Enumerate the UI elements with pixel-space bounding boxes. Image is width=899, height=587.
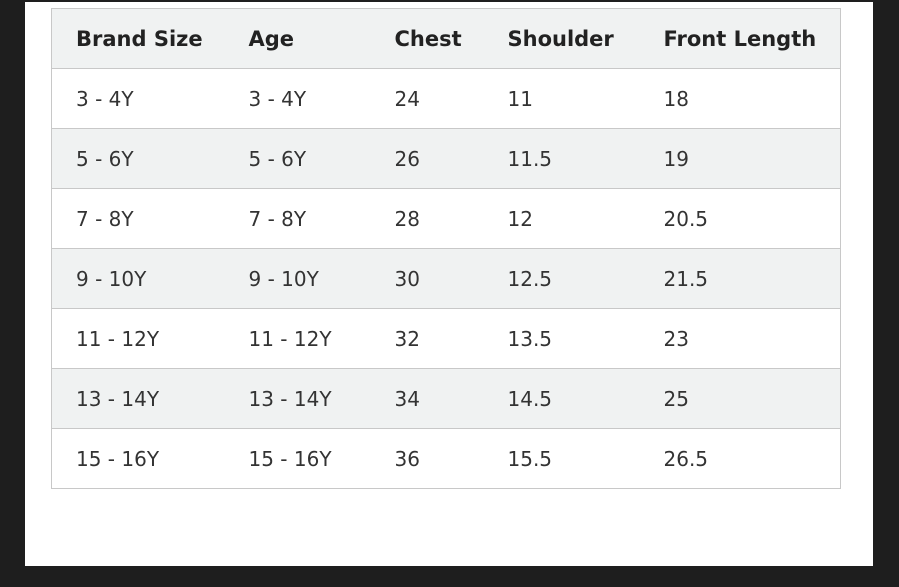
table-cell: 21.5 bbox=[639, 248, 841, 309]
table-cell: 11 - 12Y bbox=[224, 308, 371, 369]
table-cell: 5 - 6Y bbox=[51, 128, 225, 189]
table-cell: 26 bbox=[370, 128, 484, 189]
table-cell: 11 bbox=[483, 68, 640, 129]
table-row: 13 - 14Y 13 - 14Y 34 14.5 25 bbox=[51, 368, 841, 429]
table-cell: 5 - 6Y bbox=[224, 128, 371, 189]
table-cell: 23 bbox=[639, 308, 841, 369]
table-cell: 14.5 bbox=[483, 368, 640, 429]
table-row: 11 - 12Y 11 - 12Y 32 13.5 23 bbox=[51, 308, 841, 369]
table-cell: 15 - 16Y bbox=[224, 428, 371, 489]
table-cell: 28 bbox=[370, 188, 484, 249]
size-chart-table: Brand Size Age Chest Shoulder Front Length 3… bbox=[51, 8, 841, 489]
table-cell: 3 - 4Y bbox=[51, 68, 225, 129]
header-row: Brand Size Age Chest Shoulder Front Length bbox=[51, 8, 841, 69]
column-header: Age bbox=[224, 8, 371, 69]
table-row: 5 - 6Y 5 - 6Y 26 11.5 19 bbox=[51, 128, 841, 189]
table-row: 7 - 8Y 7 - 8Y 28 12 20.5 bbox=[51, 188, 841, 249]
table-cell: 24 bbox=[370, 68, 484, 129]
column-header: Shoulder bbox=[483, 8, 640, 69]
column-header: Brand Size bbox=[51, 8, 225, 69]
table-cell: 36 bbox=[370, 428, 484, 489]
table-cell: 32 bbox=[370, 308, 484, 369]
table-cell: 19 bbox=[639, 128, 841, 189]
table-cell: 7 - 8Y bbox=[224, 188, 371, 249]
table-cell: 11 - 12Y bbox=[51, 308, 225, 369]
table-cell: 9 - 10Y bbox=[224, 248, 371, 309]
table-cell: 30 bbox=[370, 248, 484, 309]
table-cell: 34 bbox=[370, 368, 484, 429]
table-cell: 13 - 14Y bbox=[224, 368, 371, 429]
table-cell: 15 - 16Y bbox=[51, 428, 225, 489]
size-chart-panel: Brand Size Age Chest Shoulder Front Length 3… bbox=[25, 2, 873, 566]
table-cell: 3 - 4Y bbox=[224, 68, 371, 129]
table-cell: 11.5 bbox=[483, 128, 640, 189]
table-cell: 25 bbox=[639, 368, 841, 429]
table-cell: 13.5 bbox=[483, 308, 640, 369]
table-cell: 20.5 bbox=[639, 188, 841, 249]
table-cell: 15.5 bbox=[483, 428, 640, 489]
table-cell: 12 bbox=[483, 188, 640, 249]
table-cell: 9 - 10Y bbox=[51, 248, 225, 309]
table-cell: 18 bbox=[639, 68, 841, 129]
table-cell: 7 - 8Y bbox=[51, 188, 225, 249]
column-header: Front Length bbox=[639, 8, 841, 69]
column-header: Chest bbox=[370, 8, 484, 69]
table-cell: 26.5 bbox=[639, 428, 841, 489]
table-cell: 12.5 bbox=[483, 248, 640, 309]
table-row: 9 - 10Y 9 - 10Y 30 12.5 21.5 bbox=[51, 248, 841, 309]
table-cell: 13 - 14Y bbox=[51, 368, 225, 429]
table-row: 15 - 16Y 15 - 16Y 36 15.5 26.5 bbox=[51, 428, 841, 489]
table-row: 3 - 4Y 3 - 4Y 24 11 18 bbox=[51, 68, 841, 129]
